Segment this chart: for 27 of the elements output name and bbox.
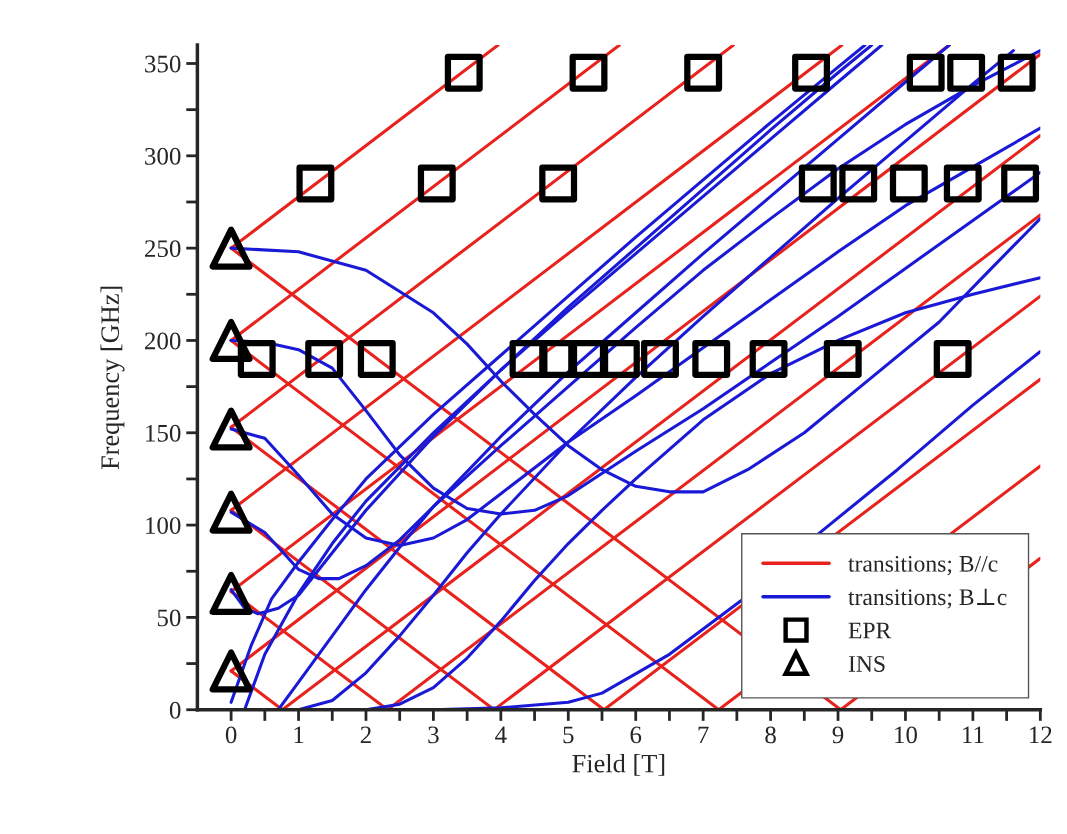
x-tick-label: 0 — [225, 726, 237, 744]
legend-label: transitions; B//c — [848, 555, 998, 576]
x-tick-label: 1 — [294, 726, 304, 744]
y-tick-label: 250 — [145, 240, 181, 258]
y-tick-label: 350 — [145, 55, 181, 73]
x-axis-title: Field [T] — [572, 753, 665, 776]
y-tick-label: 50 — [157, 609, 181, 627]
y-tick-label: 0 — [169, 701, 181, 719]
y-tick-label: 150 — [146, 424, 181, 442]
x-tick-label: 3 — [428, 726, 439, 744]
x-tick-label: 7 — [698, 726, 709, 744]
legend-label: INS — [848, 656, 885, 672]
y-tick-label: 200 — [145, 332, 181, 350]
x-tick-label: 10 — [895, 726, 917, 744]
x-tick-label: 12 — [1030, 726, 1052, 744]
y-axis-title: Frequency [GHz] — [100, 286, 125, 470]
x-tick-label: 4 — [495, 726, 507, 744]
legend-label: EPR — [848, 622, 892, 639]
x-tick-label: 6 — [630, 726, 642, 744]
x-tick-label: 9 — [832, 726, 844, 744]
y-tick-label: 100 — [146, 517, 181, 535]
x-tick-label: 5 — [563, 726, 574, 744]
legend-label: transitions; B⊥c — [848, 588, 1007, 609]
x-tick-label: 8 — [765, 726, 776, 744]
x-tick-label: 11 — [963, 726, 984, 744]
x-tick-label: 2 — [360, 726, 371, 744]
y-tick-label: 300 — [145, 147, 181, 165]
